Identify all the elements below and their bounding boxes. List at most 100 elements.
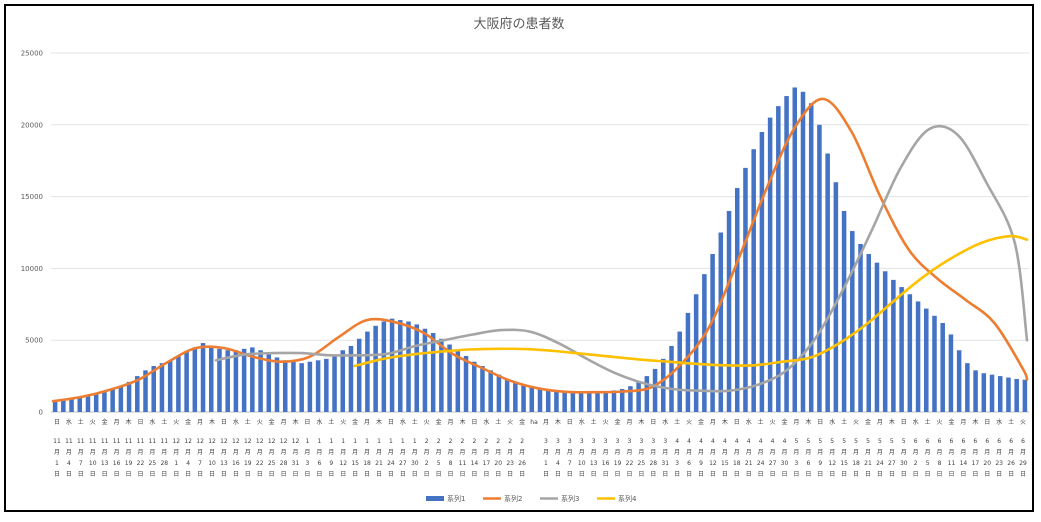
x-tick-date-part: 日: [281, 471, 287, 478]
x-tick-date-part: 日: [960, 471, 966, 478]
x-tick-label: 木 11 月 19 日: [125, 418, 133, 478]
x-tick-date-part: 3: [556, 438, 560, 445]
x-tick-date-part: 月: [1008, 449, 1014, 456]
x-tick-label: 月 1 月 18 日: [363, 419, 371, 478]
x-tick-date-part: 3: [580, 438, 584, 445]
x-tick-day: 木: [209, 418, 215, 426]
bar: [841, 210, 847, 412]
x-tick-day: 水: [829, 418, 835, 426]
x-tick-date-part: 5: [806, 438, 810, 445]
x-tick-day: 日: [817, 419, 823, 426]
x-tick-date-part: 月: [412, 449, 418, 456]
x-tick-date-part: 月: [257, 449, 263, 456]
x-tick-date-part: 20: [494, 460, 502, 467]
x-tick-date-part: 月: [603, 449, 609, 456]
x-tick-date-part: 9: [818, 460, 822, 467]
x-tick-label: 土 11 月 7 日: [77, 418, 85, 478]
x-tick-date-part: 日: [483, 471, 489, 478]
x-tick-date-part: 19: [614, 460, 622, 467]
x-tick-date-part: 月: [925, 449, 931, 456]
x-tick-date-part: 日: [650, 471, 656, 478]
x-tick-date-part: 6: [985, 438, 989, 445]
bar: [562, 391, 567, 412]
x-tick-date-part: 日: [746, 471, 752, 478]
x-tick-label: 水 12 月 16 日: [232, 418, 240, 478]
x-tick-date-part: 月: [483, 449, 489, 456]
x-tick-date-part: 3: [651, 438, 655, 445]
x-tick-label: 日 6 月 20 日: [983, 419, 991, 478]
x-tick-label: 火 11 月 10 日: [89, 419, 97, 478]
x-tick-date-part: 月: [245, 449, 251, 456]
bar: [340, 350, 346, 412]
x-tick-date-part: 27: [399, 460, 407, 467]
x-tick-label: 金 2 月 5 日: [436, 418, 442, 478]
x-tick-date-part: 24: [387, 460, 395, 467]
x-tick-date-part: 1: [306, 438, 310, 445]
x-tick-date-part: 月: [829, 449, 835, 456]
chart-title: 大阪府の患者数: [473, 17, 564, 32]
series-line: [214, 124, 1029, 393]
x-tick-date-part: 15: [721, 460, 729, 467]
bar: [965, 363, 970, 412]
x-tick-day: 水: [662, 418, 668, 426]
x-tick-day: 水: [316, 418, 322, 426]
x-tick-day: 日: [304, 419, 310, 426]
x-tick-date-part: 日: [173, 471, 179, 478]
x-tick-label: 土 4 月 24 日: [757, 418, 765, 478]
x-tick-date-part: 日: [615, 471, 621, 478]
x-tick-date-part: 月: [126, 449, 132, 456]
x-tick-date-part: 月: [364, 449, 370, 456]
bar: [603, 391, 609, 412]
x-tick-day: ha: [530, 419, 538, 426]
x-tick-day: 土: [495, 418, 501, 426]
x-tick-date-part: 19: [244, 460, 252, 467]
legend-label: 系列2: [504, 494, 522, 503]
bar: [389, 318, 395, 412]
bar: [1006, 377, 1011, 412]
x-tick-day: 木: [805, 418, 811, 426]
x-tick-date-part: 日: [90, 471, 96, 478]
x-tick-label: 水 3 月 31 日: [661, 418, 669, 478]
x-tick-date-part: 27: [769, 460, 777, 467]
x-tick-date-part: 日: [507, 471, 513, 478]
x-tick-date-part: 28: [160, 460, 168, 467]
x-tick-date-part: 11: [160, 438, 168, 445]
bar: [767, 117, 773, 413]
bar: [439, 338, 444, 412]
x-tick-date-part: 12: [292, 438, 300, 445]
x-tick-date-part: 12: [256, 438, 264, 445]
x-tick-label: 月 12 月 7 日: [196, 419, 204, 478]
bar: [381, 321, 387, 412]
x-tick-day: 火: [686, 419, 692, 426]
x-tick-date-part: 日: [925, 471, 931, 478]
x-tick-date-part: 6: [1009, 438, 1013, 445]
bar: [61, 399, 66, 412]
x-tick-date-part: 3: [592, 438, 596, 445]
x-tick-date-part: 26: [1007, 460, 1015, 467]
x-tick-date-part: 14: [471, 460, 479, 467]
x-tick-date-part: 6: [961, 438, 965, 445]
x-tick-date-part: 月: [1020, 449, 1026, 456]
x-tick-date-part: 月: [662, 449, 668, 456]
x-tick-day: 金: [102, 418, 108, 426]
x-tick-date-part: 日: [459, 471, 465, 478]
x-tick-date-part: 日: [555, 471, 561, 478]
x-tick-date-part: 5: [926, 460, 930, 467]
x-tick-date-part: 11: [948, 460, 956, 467]
x-tick-date-part: 日: [245, 471, 251, 478]
x-tick-date-part: 月: [54, 449, 60, 456]
chart-frame: 大阪府の患者数 0 5000 10000 15000 20000 25000 日 11 月 1 日…: [4, 4, 1034, 512]
x-tick-date-part: 日: [376, 471, 382, 478]
x-tick-day: 日: [54, 419, 60, 426]
bar: [850, 231, 855, 412]
x-tick-day: 木: [722, 418, 728, 426]
bar: [743, 167, 748, 412]
x-tick-date-part: 日: [626, 471, 632, 478]
x-tick-label: 水 1 月 27 日: [399, 418, 407, 478]
x-tick-date-part: 月: [853, 449, 859, 456]
x-tick-date-part: 4: [67, 460, 71, 467]
x-tick-date-part: 11: [101, 438, 109, 445]
x-tick-date-part: 月: [805, 449, 811, 456]
y-tick-label: 25000: [21, 50, 43, 58]
x-tick-date-part: 日: [817, 471, 823, 478]
